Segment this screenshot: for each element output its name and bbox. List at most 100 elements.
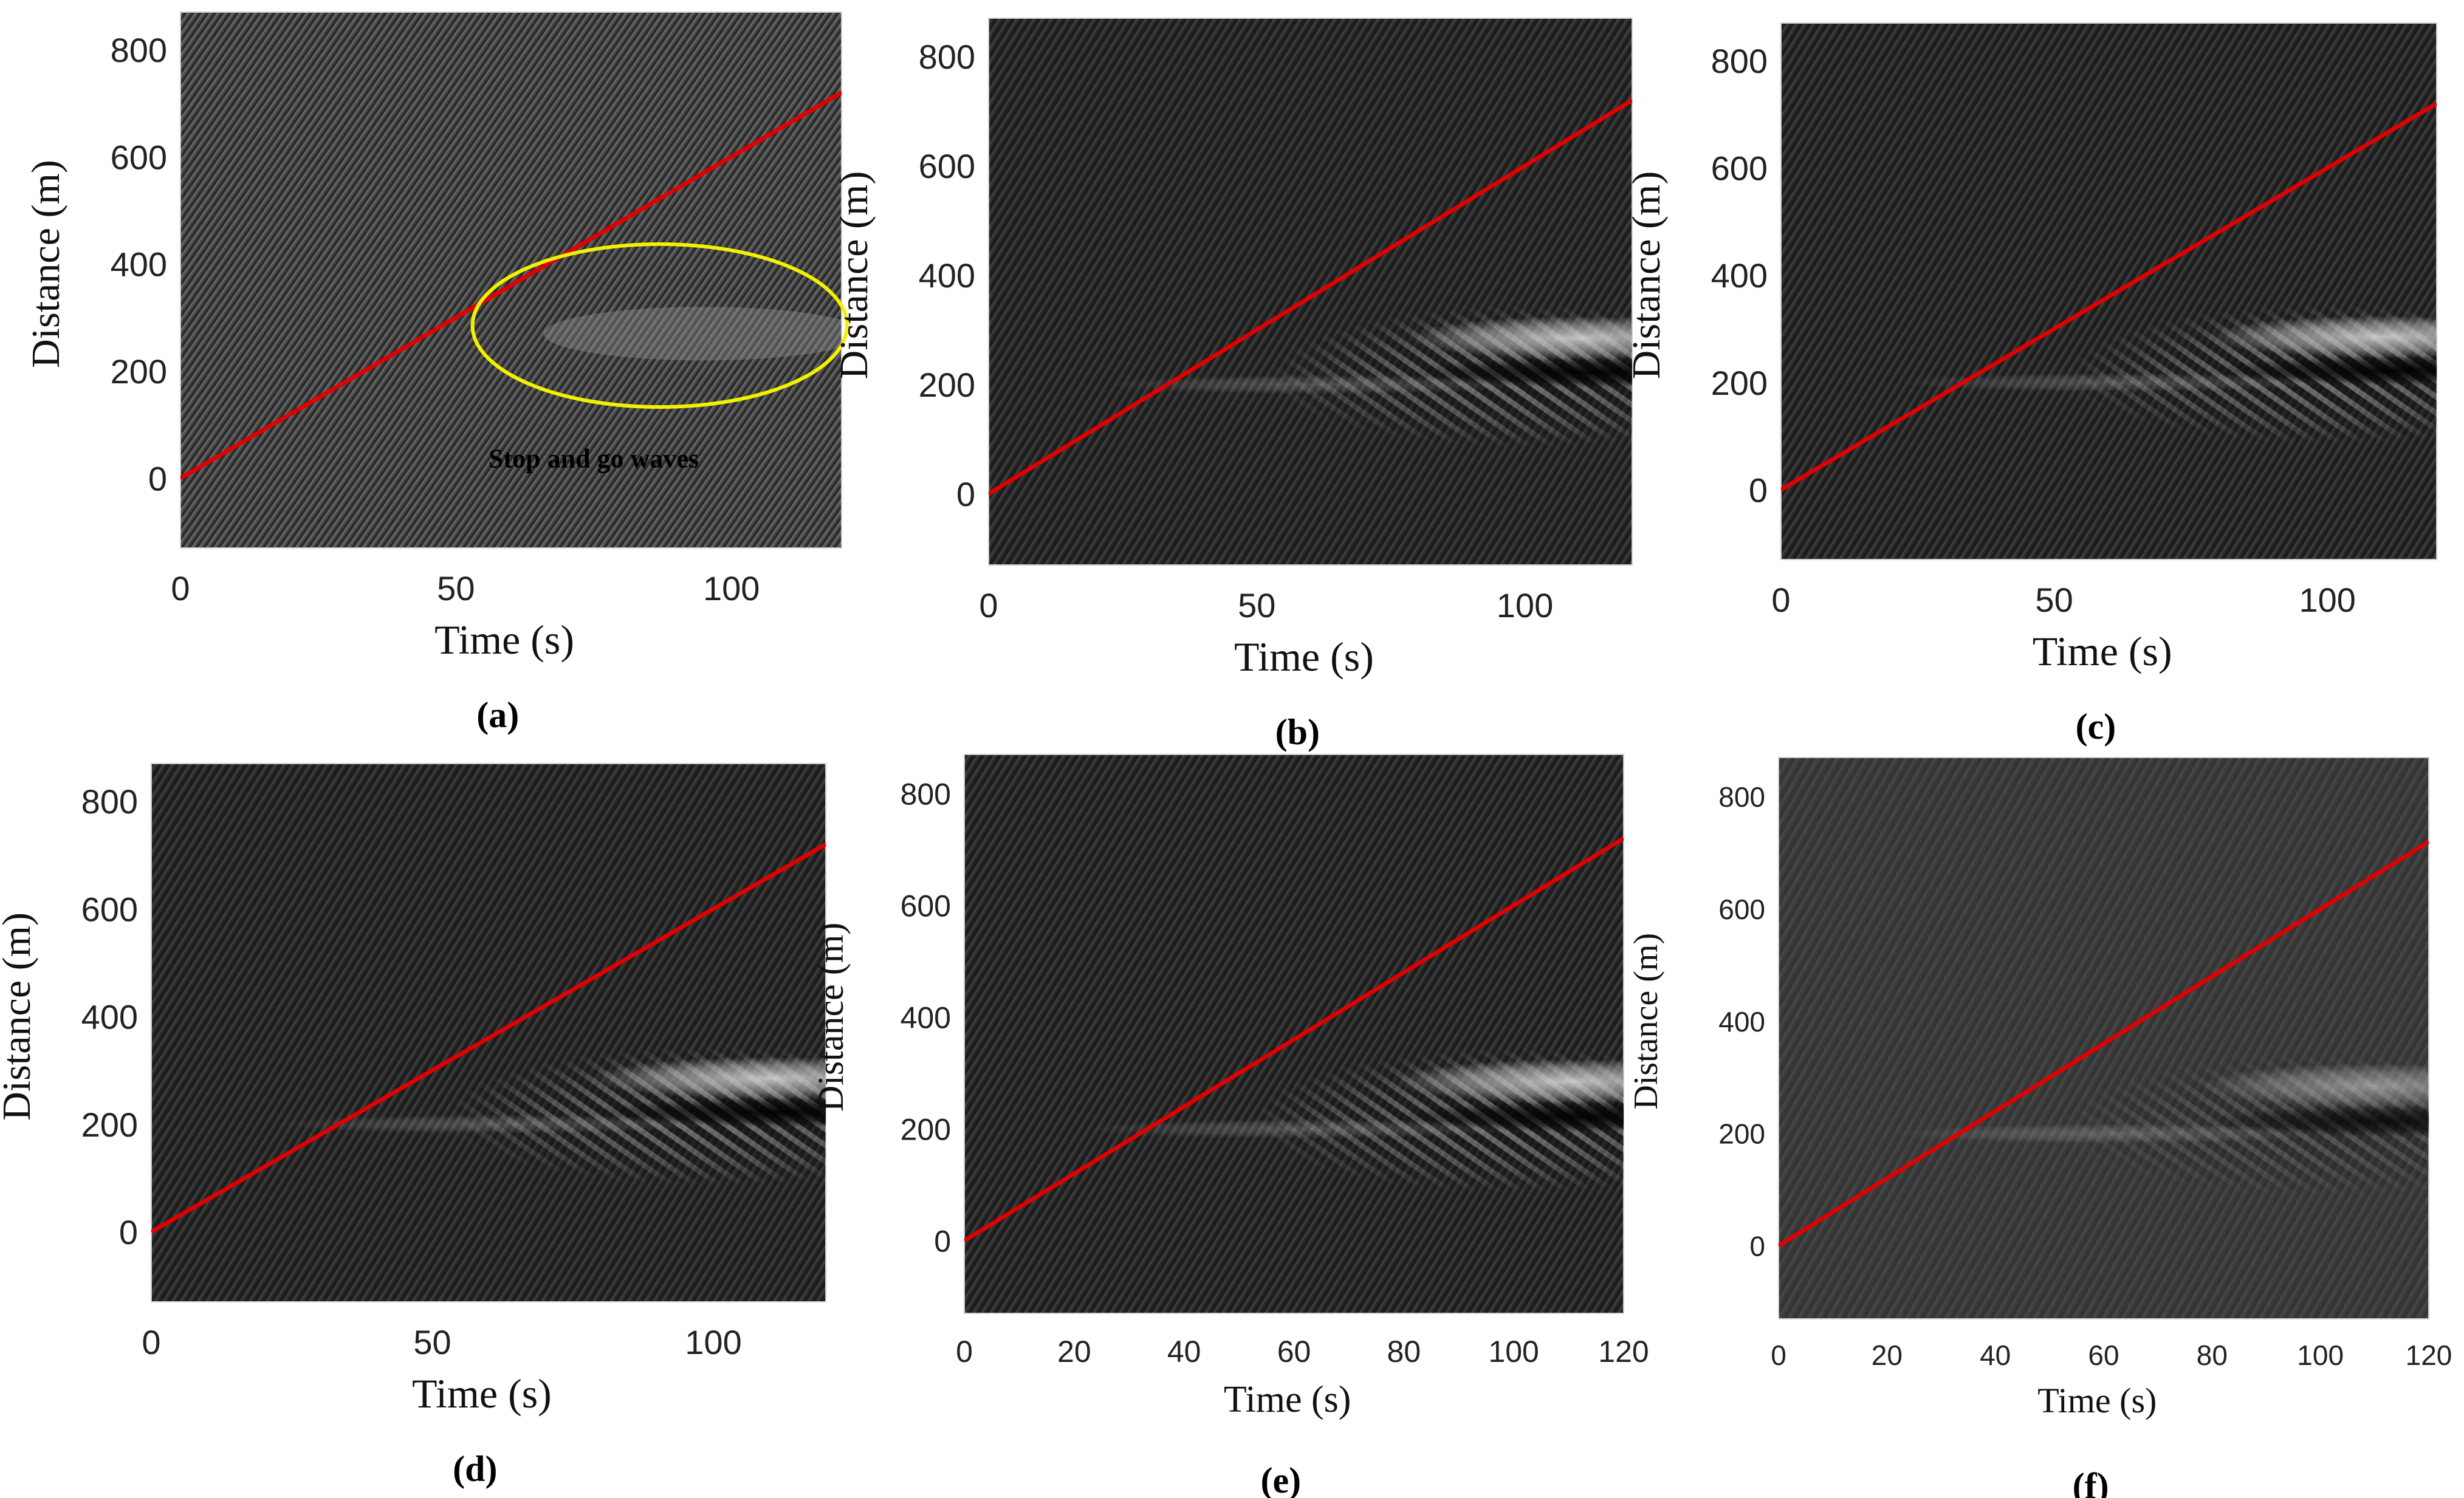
wave-field (1901, 304, 2437, 445)
y-axis-label: Distance (m) (832, 171, 876, 380)
trajectory-line (1779, 840, 2429, 1248)
y-tick-label: 800 (81, 782, 138, 821)
panel-caption: (c) (2076, 706, 2116, 747)
y-tick-label: 800 (111, 31, 167, 69)
x-tick-label: 0 (142, 1323, 160, 1361)
chart-panel: 0 200 400 600 800 0 20 40 60 80 100 120 Time (s) Dist… (811, 754, 1649, 1498)
x-tick-label: 60 (2088, 1339, 2119, 1371)
wave-field (1085, 1048, 1624, 1194)
x-tick-label: 40 (1167, 1335, 1201, 1369)
panel-caption: (a) (476, 695, 519, 735)
wave-light-band (2201, 1063, 2429, 1109)
wave-tail (1085, 1119, 1525, 1139)
x-tick-label: 120 (1598, 1335, 1649, 1369)
wave-field (1107, 305, 1632, 448)
trajectory-line (964, 836, 1624, 1243)
plot-area (1780, 22, 2437, 560)
y-tick-label: 600 (1718, 894, 1765, 925)
y-tick-label: 400 (111, 245, 167, 284)
x-tick-label: 0 (1771, 1339, 1786, 1371)
x-tick-label: 50 (2035, 581, 2073, 619)
x-tick-label: 80 (2197, 1339, 2228, 1371)
chart-panel: Stop and go waves 0 200 400 600 800 0 50 100 Time… (24, 12, 849, 735)
x-tick-label: 20 (1057, 1335, 1091, 1369)
plot-area (151, 763, 826, 1302)
annotation-label: Stop and go waves (489, 444, 699, 474)
y-tick-label: 800 (919, 38, 975, 76)
chart-panel: 0 200 400 600 800 0 50 100 Time (s) Distance (m) (… (0, 763, 826, 1489)
y-tick-label: 800 (901, 777, 951, 811)
x-axis-label: Time (s) (2037, 1381, 2157, 1420)
y-tick-label: 0 (934, 1224, 951, 1258)
x-tick-label: 100 (703, 569, 760, 607)
x-tick-label: 100 (2297, 1339, 2344, 1371)
panel-caption: (b) (1275, 712, 1320, 752)
trajectory-line (180, 91, 842, 481)
wave-tail (1898, 1123, 2332, 1144)
wave-light-band (1407, 316, 1632, 360)
y-tick-label: 400 (901, 1000, 951, 1035)
y-axis-label: Distance (m) (1627, 933, 1665, 1110)
wave-light-band (2207, 315, 2437, 358)
y-tick-label: 400 (1718, 1006, 1765, 1038)
panel-caption: (f) (2073, 1466, 2109, 1498)
y-tick-label: 200 (1718, 1118, 1765, 1150)
x-tick-label: 120 (2406, 1339, 2452, 1371)
x-tick-label: 100 (1488, 1335, 1539, 1369)
y-tick-label: 200 (111, 352, 167, 391)
y-tick-label: 800 (1718, 781, 1765, 813)
y-tick-label: 200 (81, 1106, 138, 1144)
x-axis-label: Time (s) (412, 1370, 552, 1417)
wave-light-band (1393, 1059, 1624, 1104)
y-axis-label: Distance (m) (811, 923, 851, 1112)
x-tick-label: 0 (171, 569, 190, 607)
x-tick-label: 40 (1980, 1339, 2011, 1371)
y-tick-label: 600 (111, 138, 167, 176)
trajectory-line (1781, 101, 2437, 492)
trajectory-line (989, 98, 1632, 496)
panel-caption: (e) (1261, 1460, 1302, 1498)
x-tick-label: 0 (956, 1335, 973, 1369)
trajectory-line (151, 842, 826, 1234)
wave-tail (1901, 373, 2339, 392)
x-tick-label: 20 (1872, 1339, 1903, 1371)
x-tick-label: 0 (979, 586, 998, 624)
y-tick-label: 600 (919, 147, 975, 185)
x-tick-label: 50 (413, 1323, 451, 1361)
plot-area (988, 18, 1633, 566)
y-tick-label: 400 (1711, 256, 1768, 295)
y-tick-label: 600 (81, 890, 138, 928)
y-tick-label: 200 (1711, 364, 1768, 402)
x-tick-label: 100 (685, 1323, 741, 1361)
y-tick-label: 200 (901, 1112, 951, 1146)
wave-field (275, 1046, 826, 1186)
plot-area (180, 12, 842, 549)
plot-area (1778, 757, 2429, 1319)
panel-caption: (d) (453, 1449, 497, 1489)
y-tick-label: 600 (1711, 149, 1768, 188)
wave-field (1898, 1052, 2429, 1199)
chart-panel: 0 200 400 600 800 0 50 100 Time (s) Distance (m) (… (1624, 22, 2437, 747)
wave-tail (275, 1115, 725, 1134)
wave-light-band (589, 1056, 826, 1100)
y-axis-label: Distance (m) (24, 160, 68, 368)
y-axis-label: Distance (m) (1624, 171, 1669, 380)
y-tick-label: 200 (919, 366, 975, 404)
y-tick-label: 800 (1711, 42, 1768, 80)
wave-band (543, 307, 842, 361)
x-axis-label: Time (s) (2033, 628, 2172, 674)
x-tick-label: 100 (2299, 581, 2355, 619)
y-tick-label: 400 (81, 998, 138, 1036)
wave-field (543, 307, 842, 361)
y-tick-label: 400 (919, 256, 975, 295)
y-tick-label: 0 (148, 460, 167, 498)
chart-panel: 0 200 400 600 800 0 20 40 60 80 100 120 Time (s) Dist… (1627, 757, 2452, 1498)
y-tick-label: 0 (956, 475, 975, 513)
y-tick-label: 600 (901, 889, 951, 923)
x-axis-label: Time (s) (1224, 1379, 1351, 1420)
plot-area (964, 754, 1624, 1314)
x-axis-label: Time (s) (1234, 634, 1374, 680)
